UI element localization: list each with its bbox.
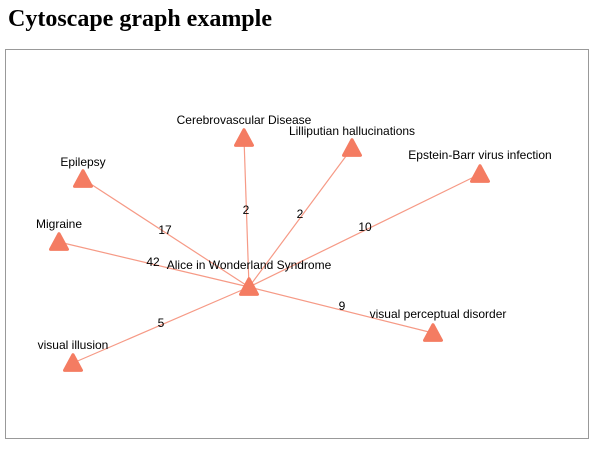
edge-weight-label: 5 <box>158 316 165 330</box>
edge-weight-label: 42 <box>146 255 160 269</box>
edge-epilepsy[interactable] <box>82 178 250 288</box>
node-lilliputian-hallucinations[interactable]: Lilliputian hallucinations <box>289 124 415 157</box>
edge-migraine[interactable] <box>58 241 250 288</box>
edge-weight-label: 10 <box>358 220 372 234</box>
node-center-alice-in-wonderland-syndrome[interactable]: Alice in Wonderland Syndrome <box>167 258 332 296</box>
node-visual-illusion[interactable]: visual illusion <box>38 338 109 372</box>
triangle-node-icon[interactable] <box>73 169 93 188</box>
node-epilepsy[interactable]: Epilepsy <box>60 155 106 188</box>
node-label: Migraine <box>36 217 82 231</box>
edge-weight-label: 9 <box>339 299 346 313</box>
graph-canvas[interactable]: 2 2 10 17 42 9 5 Cerebrovascular Disease Lillip… <box>5 49 589 439</box>
triangle-node-icon[interactable] <box>342 138 362 157</box>
page-title: Cytoscape graph example <box>8 6 272 32</box>
edges-layer <box>58 137 481 364</box>
node-migraine[interactable]: Migraine <box>36 217 82 251</box>
node-label: Cerebrovascular Disease <box>177 113 312 127</box>
triangle-node-icon[interactable] <box>423 323 443 342</box>
triangle-node-icon[interactable] <box>49 232 69 251</box>
node-label: Epstein-Barr virus infection <box>408 148 551 162</box>
edge-visual-perceptual-disorder[interactable] <box>248 286 434 334</box>
edge-labels-layer: 2 2 10 17 42 9 5 <box>146 203 372 330</box>
triangle-node-icon[interactable] <box>470 164 490 183</box>
node-visual-perceptual-disorder[interactable]: visual perceptual disorder <box>370 307 507 342</box>
edge-cerebrovascular-disease[interactable] <box>243 137 250 288</box>
node-label: Epilepsy <box>60 155 105 169</box>
triangle-node-icon[interactable] <box>63 353 83 372</box>
edge-lilliputian-hallucinations[interactable] <box>248 147 353 288</box>
node-cerebrovascular-disease[interactable]: Cerebrovascular Disease <box>177 113 312 147</box>
edge-weight-label: 17 <box>158 223 172 237</box>
node-label: visual illusion <box>38 338 109 352</box>
network-graph[interactable]: 2 2 10 17 42 9 5 Cerebrovascular DiseaseLillip… <box>6 50 590 440</box>
edge-epstein-barr-virus-infection[interactable] <box>248 173 481 288</box>
node-epstein-barr-virus-infection[interactable]: Epstein-Barr virus infection <box>408 148 552 183</box>
node-label: visual perceptual disorder <box>370 307 507 321</box>
triangle-node-icon[interactable] <box>239 277 259 296</box>
node-label: Lilliputian hallucinations <box>289 124 415 138</box>
edge-visual-illusion[interactable] <box>72 286 250 364</box>
triangle-node-icon[interactable] <box>234 128 254 147</box>
node-label: Alice in Wonderland Syndrome <box>167 258 332 272</box>
edge-weight-label: 2 <box>297 207 304 221</box>
edge-weight-label: 2 <box>243 203 250 217</box>
